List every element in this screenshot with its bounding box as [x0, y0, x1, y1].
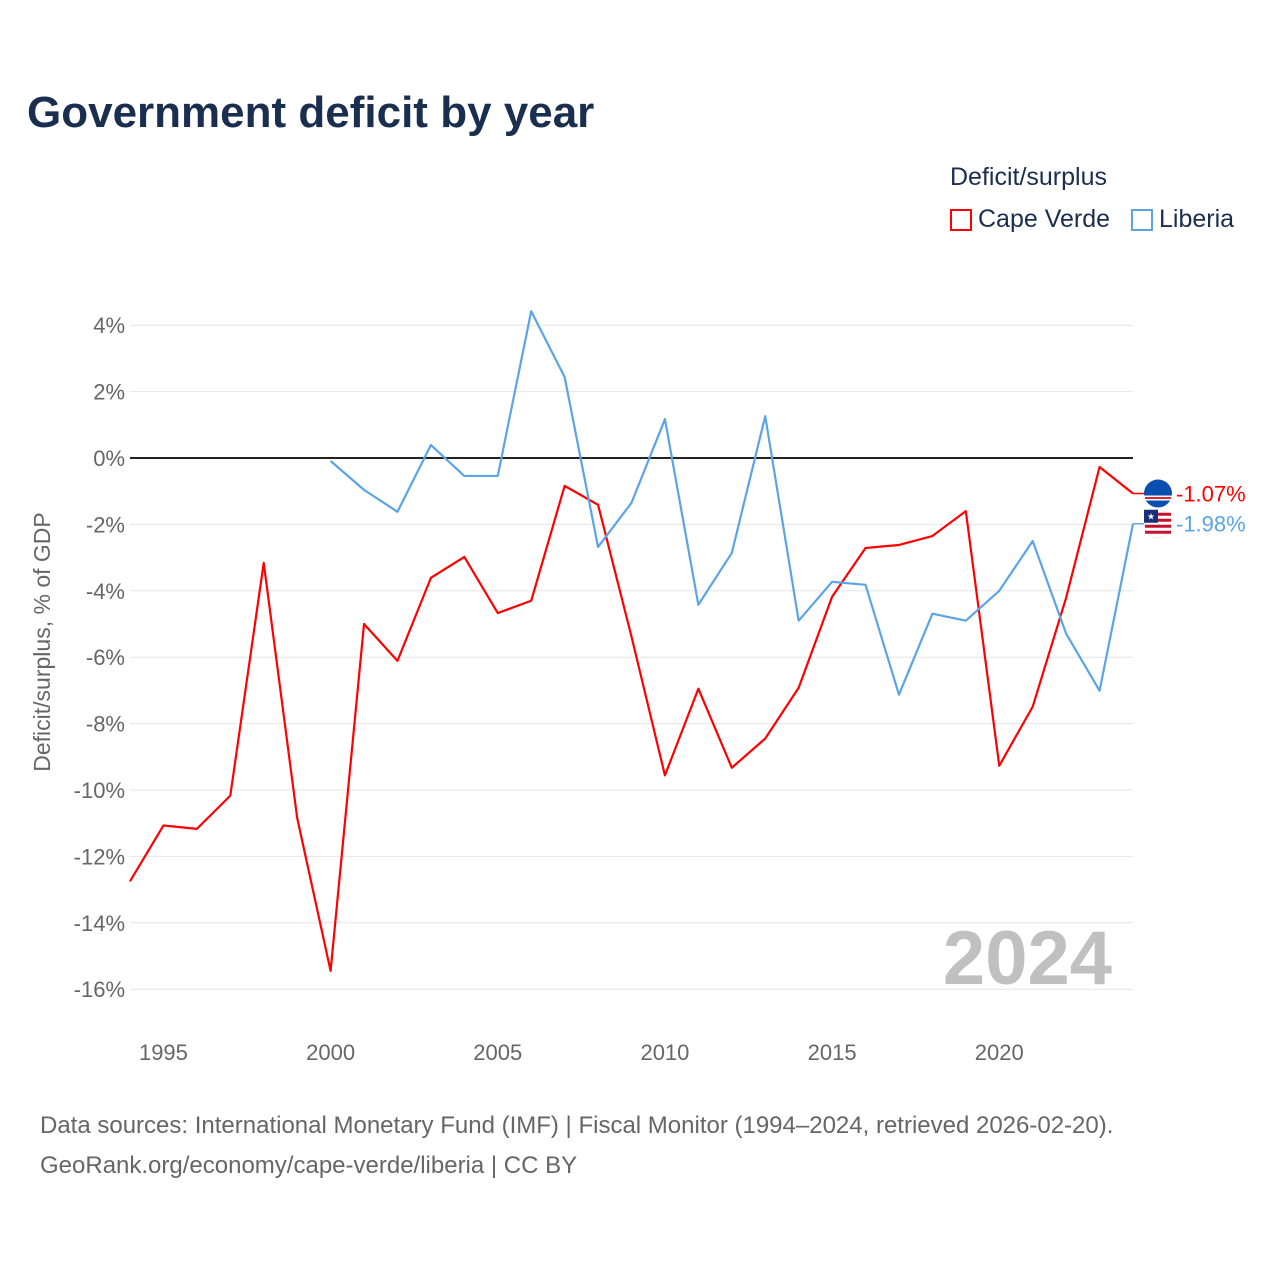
year-label: 2024	[943, 916, 1112, 1001]
end-value-label: -1.07%	[1176, 482, 1246, 507]
flag-stripe	[1145, 530, 1171, 534]
y-tick-label: -14%	[74, 911, 125, 936]
legend-swatch	[1131, 208, 1153, 231]
flag-stripe	[1145, 524, 1171, 528]
y-tick-label: 2%	[93, 380, 125, 405]
series-line-liberia	[329, 310, 1135, 696]
legend-item-cape-verde[interactable]: Cape Verde	[950, 205, 1110, 234]
y-tick-label: -16%	[74, 977, 125, 1002]
x-tick-label: 2000	[306, 1040, 355, 1065]
source-line: Data sources: International Monetary Fun…	[40, 1112, 1114, 1139]
legend-label: Liberia	[1159, 205, 1235, 233]
y-tick-label: -12%	[74, 844, 125, 869]
y-tick-label: -4%	[86, 579, 125, 604]
y-tick-label: -10%	[74, 778, 125, 803]
source-note: Data sources: International Monetary Fun…	[40, 1106, 1113, 1186]
x-tick-label: 2005	[473, 1040, 522, 1065]
legend-swatch	[950, 208, 972, 231]
flag-star: ★	[1147, 512, 1155, 522]
y-tick-label: -8%	[86, 712, 125, 737]
y-tick-label: 4%	[93, 313, 125, 338]
flag-canton	[1144, 509, 1158, 523]
flag-stripe	[1145, 497, 1171, 500]
y-tick-label: 0%	[93, 446, 125, 471]
y-tick-label: -6%	[86, 645, 125, 670]
flag-cape-verde-icon	[1144, 479, 1172, 508]
x-tick-label: 1995	[139, 1040, 188, 1065]
series-line-cape-verde	[129, 465, 1134, 973]
y-axis-label: Deficit/surplus, % of GDP	[29, 512, 55, 771]
chart-title: Government deficit by year	[27, 88, 595, 137]
legend-label: Cape Verde	[978, 205, 1111, 233]
x-tick-label: 2015	[808, 1040, 857, 1065]
legend-title: Deficit/surplus	[950, 163, 1107, 191]
source-url[interactable]: GeoRank.org/economy/cape-verde/liberia |…	[40, 1152, 578, 1179]
legend-item-liberia[interactable]: Liberia	[1131, 205, 1234, 234]
x-tick-label: 2010	[640, 1040, 689, 1065]
x-tick-label: 2020	[975, 1040, 1024, 1065]
end-value-label: -1.98%	[1176, 512, 1246, 537]
y-tick-label: -2%	[86, 512, 125, 537]
